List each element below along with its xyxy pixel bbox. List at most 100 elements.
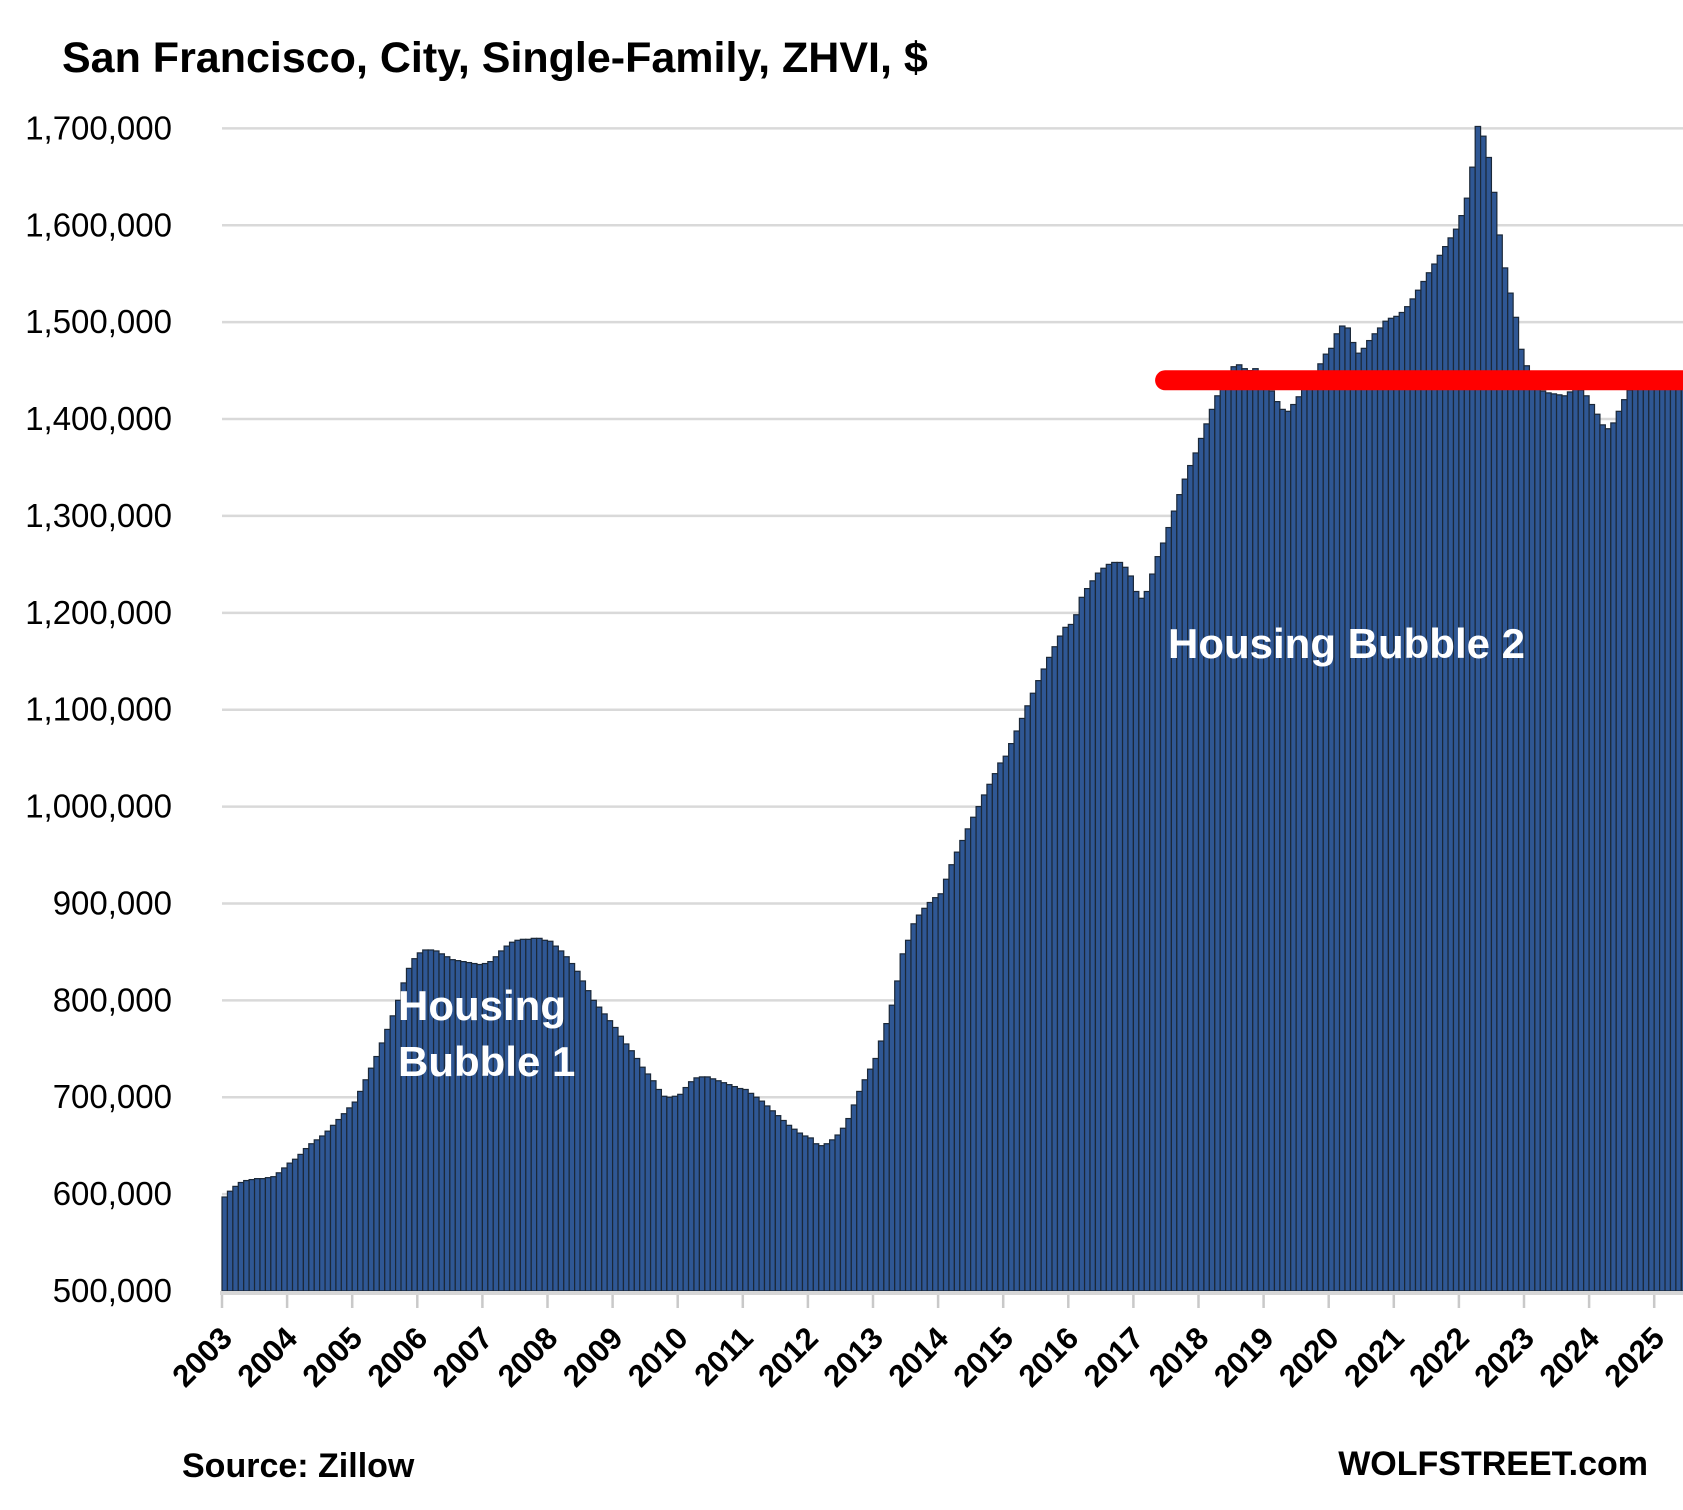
bar	[1279, 408, 1286, 1292]
x-axis-label: 2021	[1337, 1320, 1411, 1394]
bar	[232, 1185, 239, 1292]
bar	[1024, 705, 1031, 1292]
bar	[1414, 289, 1422, 1292]
bar	[259, 1178, 267, 1292]
y-axis-label: 1,700,000	[25, 109, 172, 146]
y-axis-label: 1,100,000	[25, 691, 172, 728]
bar	[574, 970, 581, 1292]
bar	[926, 901, 934, 1292]
bar	[1442, 246, 1449, 1292]
bar	[302, 1147, 310, 1292]
bar	[997, 762, 1004, 1292]
bar	[1621, 399, 1628, 1292]
bar	[253, 1178, 261, 1292]
bar	[319, 1135, 326, 1292]
bar	[693, 1077, 700, 1292]
bar	[1208, 408, 1216, 1292]
bar	[617, 1035, 625, 1292]
bar	[1382, 320, 1389, 1292]
bar	[872, 1057, 880, 1292]
bar	[1300, 388, 1308, 1292]
y-axis-label: 1,400,000	[25, 400, 172, 437]
bar	[834, 1134, 842, 1292]
bar	[1013, 730, 1021, 1292]
bar	[986, 783, 993, 1292]
bar	[1501, 267, 1509, 1292]
bar	[1653, 377, 1661, 1292]
x-axis-label: 2009	[556, 1320, 630, 1394]
bar	[373, 1055, 380, 1292]
bar	[1485, 156, 1493, 1292]
bar	[796, 1132, 804, 1292]
bar	[606, 1020, 614, 1292]
bar	[899, 953, 907, 1292]
bar	[1127, 575, 1134, 1292]
bar	[1572, 386, 1579, 1292]
bar	[1067, 623, 1075, 1292]
bar	[715, 1080, 722, 1292]
bar	[894, 980, 901, 1292]
y-axis-labels: 500,000 600,000 700,000 800,000 900,000 1,000…	[25, 109, 172, 1309]
bar	[1121, 566, 1129, 1292]
brand-label: WOLFSTREET.com	[1338, 1445, 1648, 1483]
bar	[666, 1096, 673, 1292]
bar	[595, 1006, 603, 1292]
bar	[1420, 280, 1427, 1292]
bar	[932, 897, 939, 1292]
y-axis-label: 500,000	[53, 1272, 172, 1309]
bar	[1203, 423, 1210, 1292]
bar	[1599, 424, 1606, 1292]
bar	[1284, 410, 1292, 1292]
bar	[991, 773, 999, 1292]
bar	[1295, 396, 1303, 1292]
bar	[1474, 125, 1482, 1292]
bar	[736, 1087, 744, 1292]
x-axis-label: 2007	[426, 1320, 500, 1394]
bar	[286, 1162, 294, 1292]
bar	[1311, 372, 1319, 1292]
bar	[264, 1177, 272, 1292]
bar	[975, 805, 983, 1292]
bar	[1214, 395, 1221, 1292]
x-axis-label: 2015	[947, 1320, 1021, 1394]
bar	[850, 1104, 858, 1292]
housing-bubble-1-label-line2: Bubble 1	[398, 1038, 575, 1085]
x-axis-label: 2006	[361, 1320, 435, 1394]
bar	[785, 1124, 793, 1292]
bar	[1094, 572, 1102, 1292]
bar	[357, 1090, 364, 1292]
bar	[970, 816, 977, 1292]
bar	[747, 1092, 755, 1292]
y-axis-label: 700,000	[53, 1078, 172, 1115]
bar	[1035, 680, 1042, 1292]
bar	[861, 1079, 869, 1292]
bar	[601, 1013, 608, 1292]
bar	[753, 1096, 760, 1292]
bar	[823, 1143, 831, 1292]
bar	[340, 1113, 348, 1292]
bar	[1393, 315, 1400, 1292]
bar	[910, 923, 917, 1292]
bar	[1469, 166, 1476, 1292]
x-axis-label: 2004	[231, 1320, 305, 1394]
x-axis-label: 2011	[687, 1320, 759, 1392]
bar	[1268, 390, 1276, 1292]
bar	[1615, 410, 1623, 1292]
y-axis-label: 1,300,000	[25, 497, 172, 534]
bar	[568, 962, 576, 1292]
bar	[1143, 590, 1151, 1292]
bar	[1577, 389, 1585, 1292]
bar	[1517, 348, 1525, 1292]
bar	[611, 1026, 619, 1292]
bar	[883, 1022, 890, 1292]
bar	[888, 1004, 896, 1292]
bar	[774, 1115, 782, 1292]
bar	[1132, 590, 1140, 1292]
bar	[1089, 580, 1097, 1292]
bar	[845, 1117, 852, 1292]
bar	[1008, 743, 1015, 1292]
bar	[308, 1143, 315, 1292]
bar	[1333, 333, 1341, 1292]
bar	[1604, 428, 1612, 1292]
bar	[1479, 135, 1487, 1292]
